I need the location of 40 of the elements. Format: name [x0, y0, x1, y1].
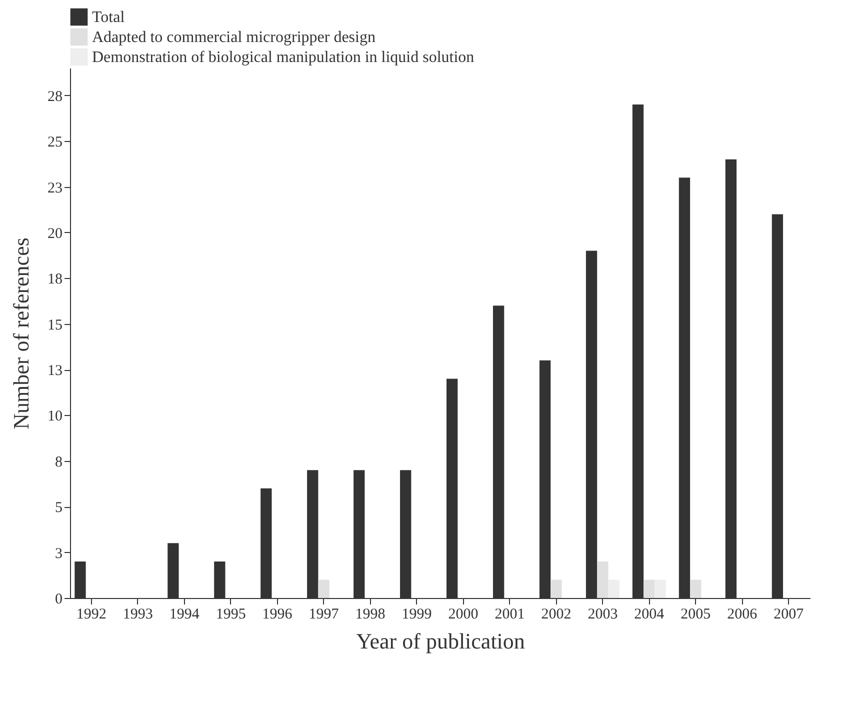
y-axis-title: Number of references: [8, 238, 34, 430]
x-tick-label: 2005: [680, 606, 711, 622]
x-tick-label: 2006: [727, 606, 758, 622]
y-tick-label: 5: [55, 500, 62, 516]
x-tick-label: 1992: [76, 606, 106, 622]
y-tick-label: 13: [48, 363, 62, 380]
bar: [318, 580, 330, 598]
x-tick-label: 1993: [122, 606, 153, 622]
x-axis-title: Year of publication: [356, 628, 525, 654]
y-tick-label: 10: [48, 408, 62, 425]
x-tick-label: 1996: [262, 606, 293, 622]
x-tick-label: 1999: [402, 606, 432, 622]
x-tick-label: 2003: [588, 606, 618, 622]
legend-label: Demonstration of biological manipulation in liquid solution: [92, 49, 474, 66]
legend-label: Adapted to commercial microgripper design: [92, 29, 376, 46]
y-tick-label: 18: [48, 272, 62, 288]
bar: [608, 580, 620, 598]
y-tick-label: 28: [48, 88, 62, 105]
bar: [644, 580, 655, 598]
x-tick-label: 2002: [541, 606, 572, 622]
bar: [597, 561, 608, 598]
x-tick-label: 2001: [494, 606, 525, 622]
bar: [654, 580, 666, 598]
x-tick-label: 1998: [355, 606, 386, 622]
y-tick-label: 3: [55, 546, 62, 562]
x-tick-label: 1994: [169, 606, 200, 622]
y-tick-label: 23: [48, 180, 62, 196]
x-tick-label: 2004: [634, 606, 665, 622]
y-tick-label: 20: [48, 226, 62, 242]
bar: [690, 580, 702, 598]
x-tick-label: 1995: [216, 606, 246, 622]
x-tick-label: 2000: [448, 606, 478, 622]
x-tick-label: 1997: [308, 606, 340, 622]
bar: [550, 580, 562, 598]
y-tick-label: 25: [48, 134, 62, 151]
x-tick-label: 2007: [774, 606, 804, 622]
y-tick-label: 0: [55, 592, 62, 608]
y-tick-label: 15: [48, 317, 62, 334]
y-tick-label: 8: [55, 454, 62, 470]
legend-label: Total: [92, 9, 126, 26]
